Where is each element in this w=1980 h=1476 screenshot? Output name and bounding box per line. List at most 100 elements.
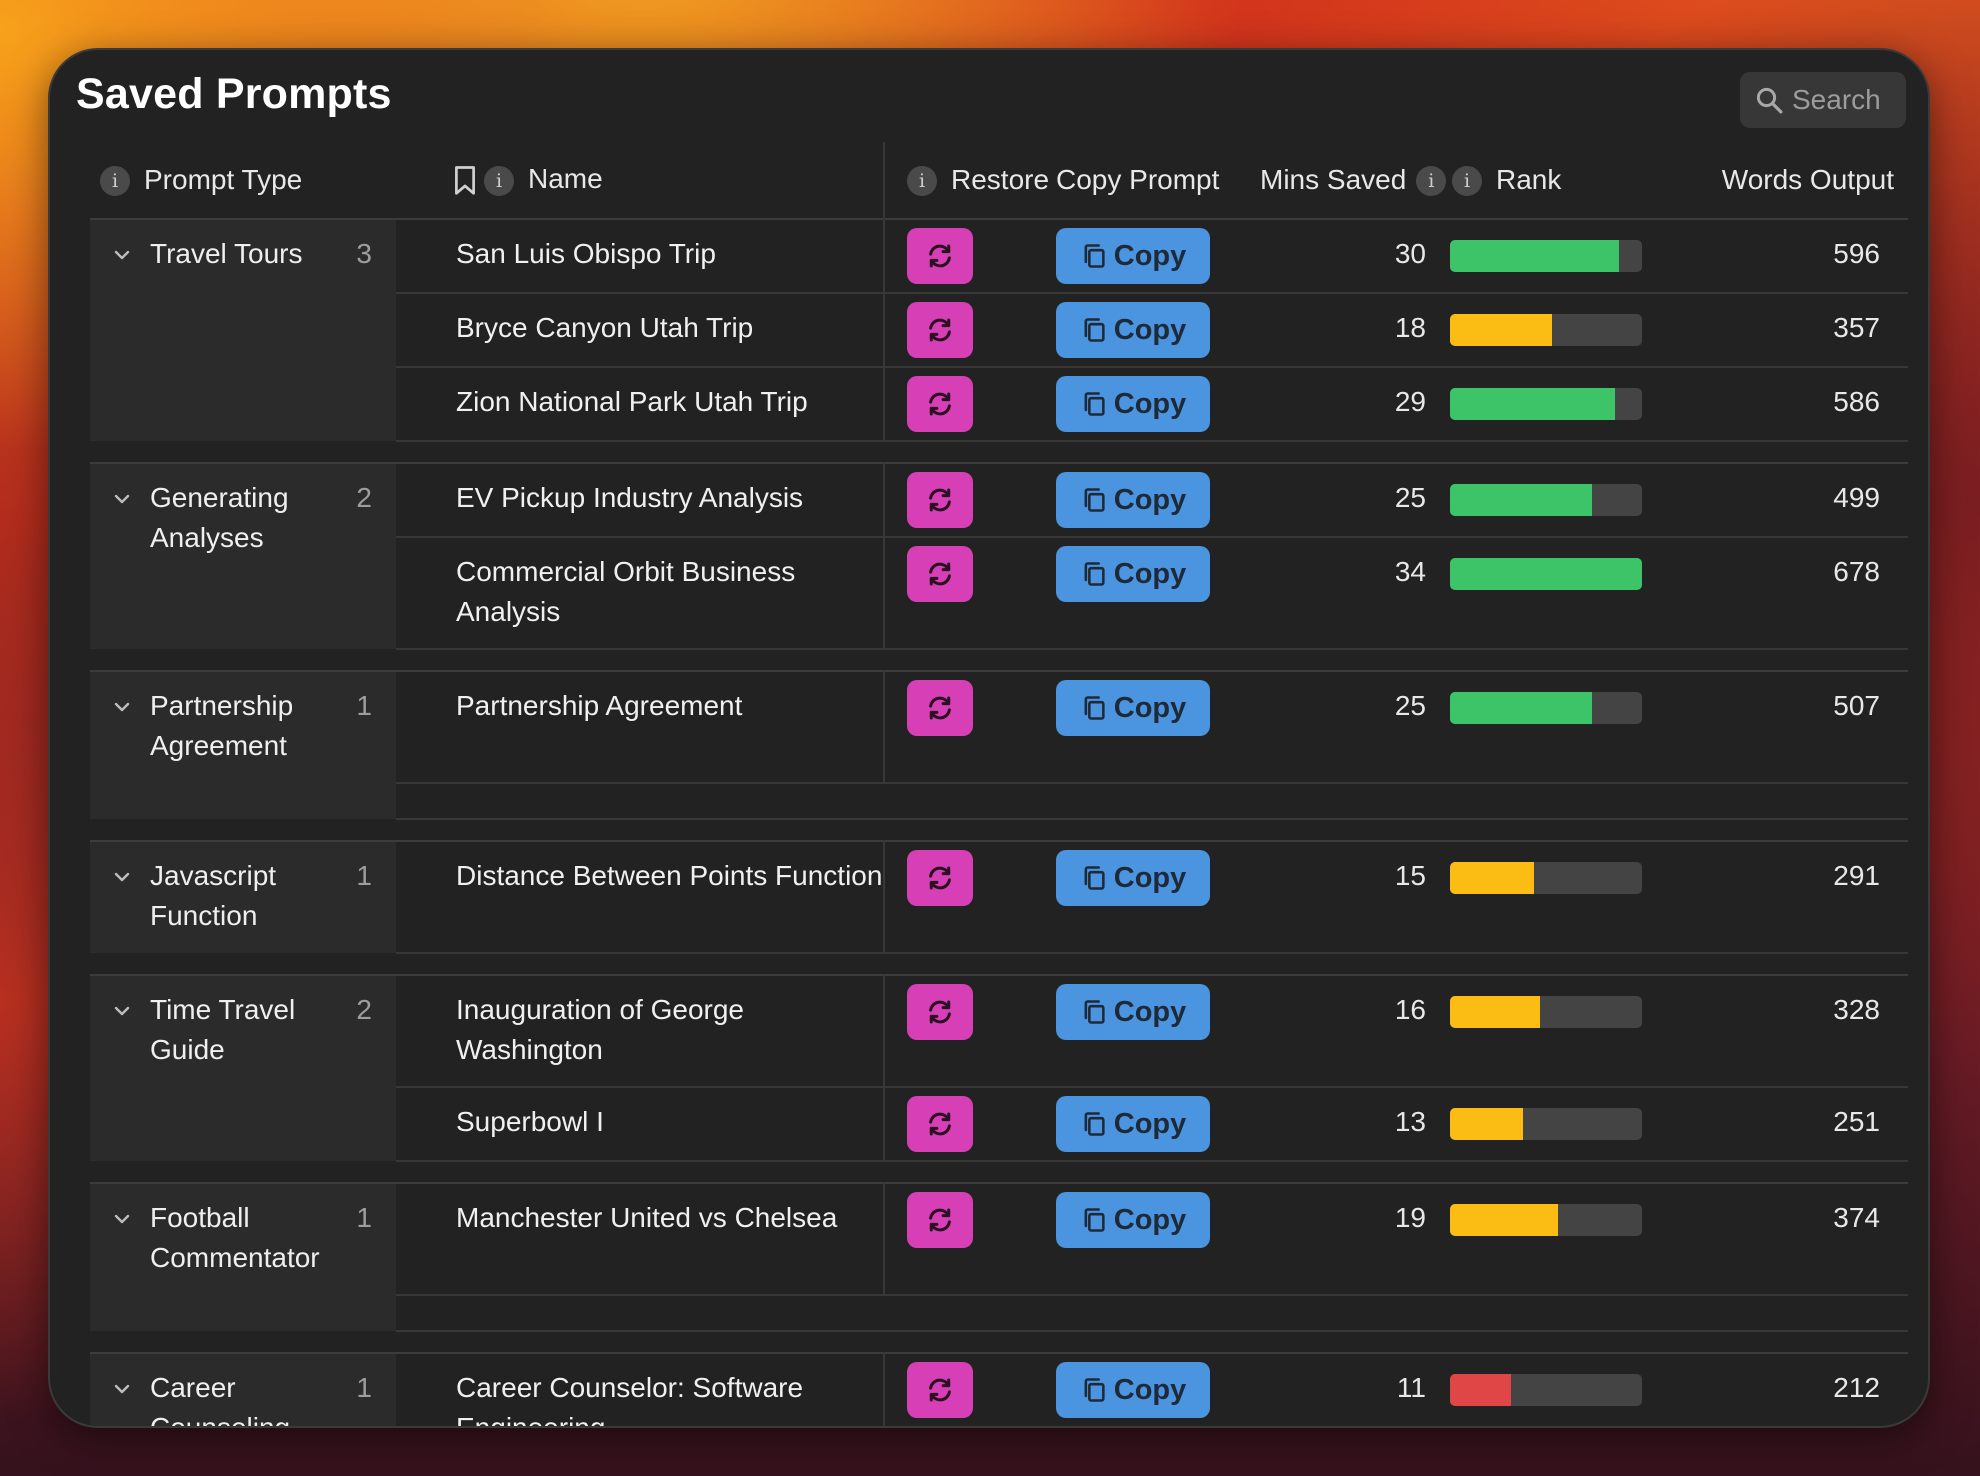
refresh-icon bbox=[929, 244, 951, 268]
chevron-down-icon[interactable] bbox=[112, 1004, 132, 1018]
search-button[interactable]: Search bbox=[1740, 72, 1906, 128]
copy-label: Copy bbox=[1113, 483, 1187, 516]
prompt-name[interactable]: Inauguration of George Washington bbox=[396, 975, 885, 1088]
words-output-value: 212 bbox=[1642, 1353, 1908, 1426]
copy-label: Copy bbox=[1113, 1203, 1187, 1236]
restore-button[interactable] bbox=[907, 546, 973, 602]
prompt-type-label: Football Commentator bbox=[150, 1202, 320, 1273]
copy-icon bbox=[1084, 1378, 1105, 1402]
restore-button[interactable] bbox=[907, 850, 973, 906]
prompt-type-cell[interactable]: Generating Analyses 2 bbox=[90, 463, 396, 649]
header-copy-prompt[interactable]: Copy Prompt bbox=[1056, 164, 1220, 195]
prompts-table: i Prompt Type i Name i Restore Copy Prompt … bbox=[90, 142, 1908, 1426]
header-name[interactable]: i Name bbox=[396, 142, 885, 219]
table-row[interactable]: Career Counseling 1 Career Counselor: Soft… bbox=[90, 1353, 1908, 1426]
mins-saved-value: 16 bbox=[1250, 975, 1450, 1088]
copy-button[interactable]: Copy bbox=[1056, 984, 1210, 1040]
header-restore[interactable]: i Restore bbox=[884, 142, 1054, 219]
words-output-value: 251 bbox=[1642, 1087, 1908, 1162]
prompt-type-count: 2 bbox=[356, 994, 372, 1025]
copy-button[interactable]: Copy bbox=[1056, 302, 1210, 358]
copy-button[interactable]: Copy bbox=[1056, 680, 1210, 736]
table-row[interactable]: Football Commentator 1 Manchester United v… bbox=[90, 1183, 1908, 1331]
refresh-icon bbox=[929, 318, 951, 342]
prompt-name[interactable]: Superbowl I bbox=[396, 1087, 885, 1162]
table-row[interactable]: Time Travel Guide 2 Inauguration of George… bbox=[90, 975, 1908, 1161]
restore-button[interactable] bbox=[907, 302, 973, 358]
prompt-name[interactable]: Manchester United vs Chelsea bbox=[396, 1183, 885, 1296]
copy-button[interactable]: Copy bbox=[1056, 546, 1210, 602]
words-output-value: 586 bbox=[1642, 367, 1908, 442]
restore-button[interactable] bbox=[907, 1096, 973, 1152]
info-icon[interactable]: i bbox=[484, 165, 514, 196]
rank-bar bbox=[1450, 1108, 1642, 1140]
prompt-type-cell[interactable]: Javascript Function 1 bbox=[90, 841, 396, 953]
search-icon bbox=[1756, 87, 1783, 114]
table-row[interactable]: Commercial Orbit Business Analysis Copy 34… bbox=[90, 537, 1908, 650]
rank-bar bbox=[1450, 996, 1642, 1028]
prompt-type-cell[interactable]: Football Commentator 1 bbox=[90, 1183, 396, 1331]
prompt-type-label: Javascript Function bbox=[150, 860, 277, 931]
copy-button[interactable]: Copy bbox=[1056, 228, 1210, 284]
prompt-type-cell[interactable]: Career Counseling 1 bbox=[90, 1353, 396, 1426]
prompt-name[interactable]: Zion National Park Utah Trip bbox=[396, 367, 885, 442]
bookmark-icon[interactable] bbox=[452, 165, 478, 197]
copy-button[interactable]: Copy bbox=[1056, 1192, 1210, 1248]
copy-button[interactable]: Copy bbox=[1056, 376, 1210, 432]
mins-saved-value: 11 bbox=[1250, 1353, 1450, 1426]
copy-icon bbox=[1084, 244, 1105, 268]
header-mins-saved[interactable]: Mins Saved i bbox=[1250, 142, 1450, 219]
table-row[interactable]: Partnership Agreement 1 Partnership Agreem… bbox=[90, 671, 1908, 819]
restore-button[interactable] bbox=[907, 228, 973, 284]
info-icon[interactable]: i bbox=[1416, 166, 1447, 197]
prompt-name[interactable]: Commercial Orbit Business Analysis bbox=[396, 537, 885, 650]
table-row[interactable]: Superbowl I Copy 13 251 bbox=[90, 1087, 1908, 1162]
table-row[interactable]: Travel Tours 3 San Luis Obispo Trip Copy 30 5… bbox=[90, 219, 1908, 441]
chevron-down-icon[interactable] bbox=[112, 1212, 132, 1226]
restore-button[interactable] bbox=[907, 1362, 973, 1418]
table-row[interactable]: Javascript Function 1 Distance Between Poi… bbox=[90, 841, 1908, 954]
copy-label: Copy bbox=[1113, 691, 1187, 724]
table-row[interactable]: Zion National Park Utah Trip Copy 29 586 bbox=[90, 367, 1908, 442]
copy-label: Copy bbox=[1113, 1373, 1187, 1406]
restore-button[interactable] bbox=[907, 984, 973, 1040]
prompt-group: Javascript Function 1 Distance Between Poi… bbox=[90, 841, 1908, 954]
table-row[interactable]: Bryce Canyon Utah Trip Copy 18 357 bbox=[90, 293, 1908, 368]
prompt-name[interactable]: Distance Between Points Function bbox=[396, 841, 885, 954]
copy-button[interactable]: Copy bbox=[1056, 1096, 1210, 1152]
info-icon[interactable]: i bbox=[907, 166, 937, 197]
prompt-name[interactable]: San Luis Obispo Trip bbox=[396, 219, 885, 294]
chevron-down-icon[interactable] bbox=[112, 492, 132, 506]
restore-button[interactable] bbox=[907, 680, 973, 736]
copy-button[interactable]: Copy bbox=[1056, 1362, 1210, 1418]
group-gap bbox=[90, 1331, 1908, 1353]
refresh-icon bbox=[929, 1112, 951, 1136]
prompt-name[interactable]: EV Pickup Industry Analysis bbox=[396, 463, 885, 538]
prompt-type-cell[interactable]: Time Travel Guide 2 bbox=[90, 975, 396, 1161]
chevron-down-icon[interactable] bbox=[112, 700, 132, 714]
header-words-output[interactable]: Words Output bbox=[1721, 164, 1894, 195]
rank-bar-fill bbox=[1450, 314, 1552, 346]
info-icon[interactable]: i bbox=[100, 166, 130, 197]
copy-label: Copy bbox=[1113, 995, 1187, 1028]
chevron-down-icon[interactable] bbox=[112, 870, 132, 884]
chevron-down-icon[interactable] bbox=[112, 248, 132, 262]
restore-button[interactable] bbox=[907, 376, 973, 432]
refresh-icon bbox=[929, 866, 951, 890]
table-row[interactable]: Generating Analyses 2 EV Pickup Industry A… bbox=[90, 463, 1908, 649]
restore-button[interactable] bbox=[907, 1192, 973, 1248]
words-output-value: 374 bbox=[1642, 1183, 1908, 1296]
prompt-name[interactable]: Partnership Agreement bbox=[396, 671, 885, 784]
copy-button[interactable]: Copy bbox=[1056, 850, 1210, 906]
chevron-down-icon[interactable] bbox=[112, 1382, 132, 1396]
info-icon[interactable]: i bbox=[1452, 166, 1482, 197]
prompt-type-cell[interactable]: Partnership Agreement 1 bbox=[90, 671, 396, 819]
copy-button[interactable]: Copy bbox=[1056, 472, 1210, 528]
header-prompt-type[interactable]: i Prompt Type bbox=[90, 142, 396, 219]
prompt-name[interactable]: Bryce Canyon Utah Trip bbox=[396, 293, 885, 368]
prompt-name[interactable]: Career Counselor: Software Engineering bbox=[396, 1353, 885, 1426]
prompt-type-cell[interactable]: Travel Tours 3 bbox=[90, 219, 396, 441]
header-rank[interactable]: i Rank bbox=[1450, 142, 1642, 219]
rank-bar-fill bbox=[1450, 996, 1541, 1028]
restore-button[interactable] bbox=[907, 472, 973, 528]
